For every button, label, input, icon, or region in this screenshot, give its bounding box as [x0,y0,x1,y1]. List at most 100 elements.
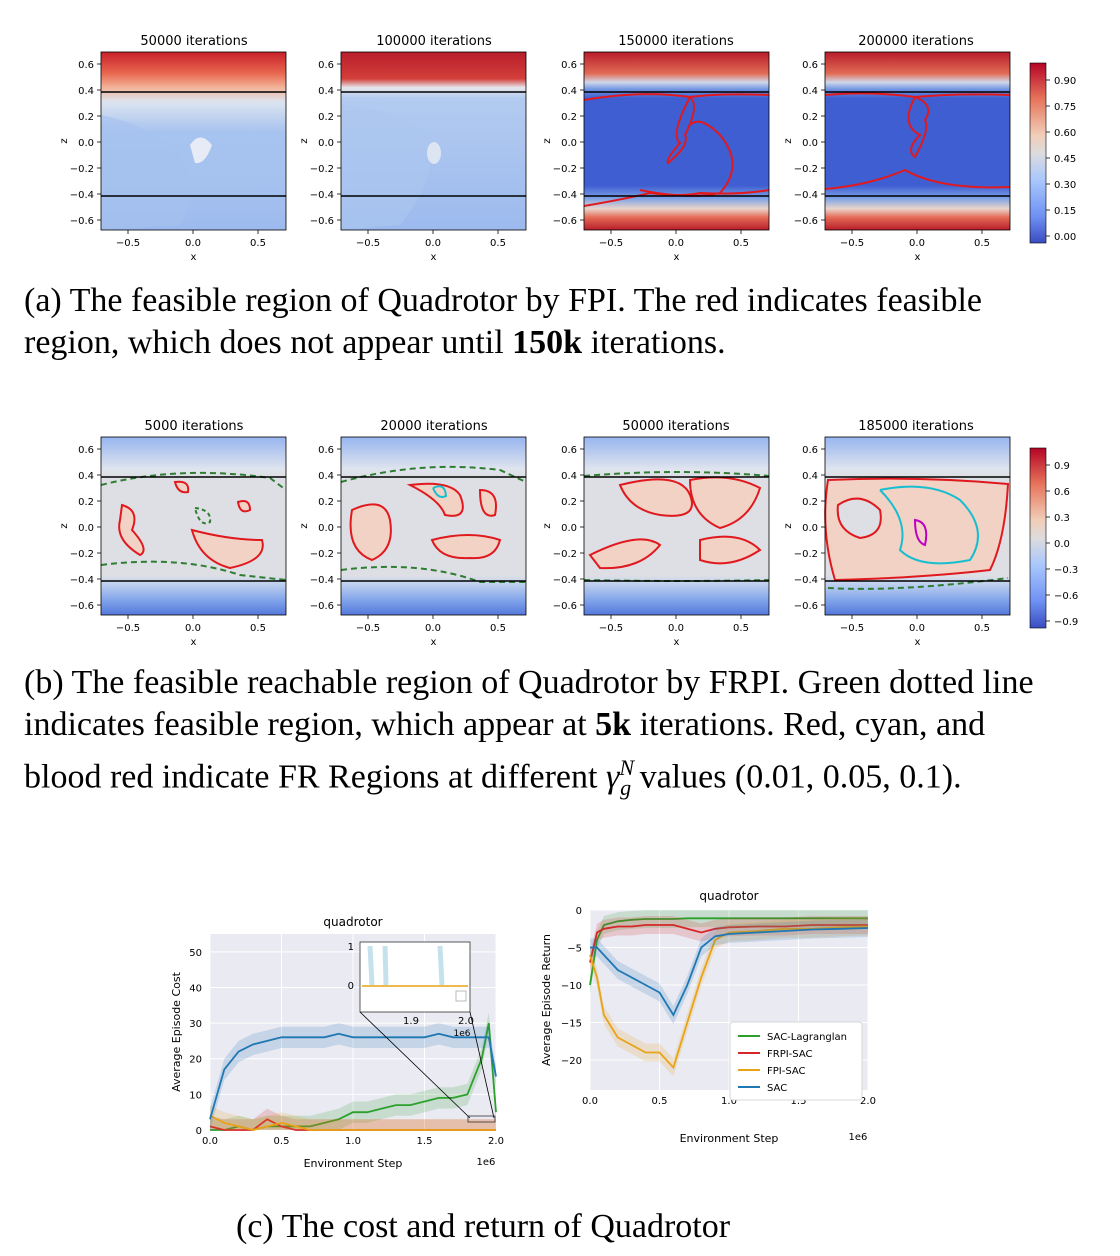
a-p3-ylabel: z [783,138,794,143]
a-p2-ylabel: z [542,138,553,143]
a-p1-ytick-2: 0.2 [318,112,334,123]
a-p0-xtick-0: −0.5 [116,238,140,249]
legend-label-0: SAC-Lagranglan [767,1032,847,1043]
b-p3-ytick-2: 0.2 [802,497,818,508]
return-ytick-2: −10 [561,981,582,992]
a-p2-xlabel: x [674,252,680,263]
b-cbar-tick-2: 0.3 [1054,513,1070,524]
return-band-3 [590,919,868,1024]
panel-b1: 5000 iterations [100,419,287,616]
b-p3-ytick-4: −0.2 [794,549,818,560]
cost-ytick-2: 20 [189,1055,202,1066]
return-line-1 [589,924,868,963]
b-p1-xtick-2: 0.5 [490,623,506,634]
cost-xtick-1: 0.5 [274,1136,290,1147]
a-p0-ytick-0: 0.6 [78,60,94,71]
panel-b2: 20000 iterations [340,419,527,616]
a-p0-ytick-2: 0.2 [78,112,94,123]
a-p3-ytick-1: 0.4 [802,86,818,97]
b-p0-ytick-6: −0.6 [70,601,94,612]
a-p2-ytick-5: −0.4 [553,190,577,201]
b-p0-ylabel: z [59,523,70,528]
caption-a-tail: iterations. [582,324,726,361]
a-p1-ytick-5: −0.4 [310,190,334,201]
cost-inset-xtick-1: 2.0 [458,1016,474,1027]
caption-c-text: (c) The cost and return of Quadrotor [236,1208,731,1245]
b-p1-ytick-5: −0.4 [310,575,334,586]
b-p1-ylabel: z [299,523,310,528]
a-cbar-tick-6: 0.00 [1054,232,1076,243]
caption-b-values: (0.01, 0.05, 0.1). [734,758,962,796]
b-cbar-tick-3: 0.0 [1054,539,1070,550]
a-p3-xtick-2: 0.5 [974,238,990,249]
b-p2-ytick-0: 0.6 [561,445,577,456]
a-p1-ytick-3: 0.0 [318,138,334,149]
caption-b-bold: 5k [595,706,632,743]
a-cbar-tick-0: 0.90 [1054,76,1076,87]
cost-ytick-5: 50 [189,948,202,959]
b-p1-ytick-0: 0.6 [318,445,334,456]
a-p1-ytick-1: 0.4 [318,86,334,97]
a-p0-ytick-5: −0.4 [70,190,94,201]
b-p2-ylabel: z [542,523,553,528]
b-p3-ytick-0: 0.6 [802,445,818,456]
cost-ytick-4: 40 [189,983,202,994]
b-cbar-tick-5: −0.6 [1054,591,1078,602]
cost-inset-ytick-1: 1 [348,942,354,953]
a-p2-ytick-6: −0.6 [553,216,577,227]
cost-chart-x-multiplier: 1e6 [477,1157,496,1168]
panel-a1: 50000 iterations [100,34,287,231]
cost-band-3 [210,1023,496,1130]
b-p1-ytick-3: 0.0 [318,523,334,534]
a-p1-ytick-0: 0.6 [318,60,334,71]
cost-inset-ytick-0: 0 [348,981,354,992]
panel-a4-title: 200000 iterations [858,34,974,49]
return-xtick-3: 1.5 [791,1096,807,1107]
b-p1-xtick-1: 0.0 [425,623,441,634]
return-xtick-1: 0.5 [652,1096,668,1107]
figure-a-heatmaps: 50000 iterations 100000 iterations 15000… [59,34,1076,263]
a-p2-ytick-4: −0.2 [553,164,577,175]
b-p0-ytick-2: 0.2 [78,497,94,508]
cost-chart-ylabel: Average Episode Cost [170,971,183,1092]
b-p1-ytick-2: 0.2 [318,497,334,508]
caption-b: (b) The feasible reachable region of Qua… [24,662,1048,809]
a-p2-ytick-1: 0.4 [561,86,577,97]
return-chart: quadrotor 0.0 0.5 1.0 1.5 2.0 0 −5 −10 −15 −20 Av… [540,890,876,1145]
caption-b-gamma-sup: N [619,755,635,780]
return-chart-xlabel: Environment Step [680,1132,779,1145]
panel-b3: 50000 iterations [583,419,770,616]
return-xtick-0: 0.0 [582,1096,598,1107]
cost-line-2 [209,1114,496,1131]
b-p0-ytick-0: 0.6 [78,445,94,456]
a-p1-ytick-4: −0.2 [310,164,334,175]
caption-b-gamma-sub: g [620,775,632,801]
a-p2-xtick-2: 0.5 [733,238,749,249]
figure-b-heatmaps: 5000 iterations 20000 iterations 50000 i… [59,419,1078,648]
panel-b2-title: 20000 iterations [380,419,487,434]
return-chart-title: quadrotor [699,890,758,903]
colorbar-b: 0.9 0.6 0.3 0.0 −0.3 −0.6 −0.9 [1029,447,1078,629]
b-p3-xtick-1: 0.0 [909,623,925,634]
panel-a2: 100000 iterations [340,34,527,231]
a-p3-ytick-4: −0.2 [794,164,818,175]
b-p1-xlabel: x [431,637,437,648]
b-p2-ytick-5: −0.4 [553,575,577,586]
b-p2-xtick-1: 0.0 [668,623,684,634]
b-p2-xtick-0: −0.5 [599,623,623,634]
return-xtick-2: 1.0 [721,1096,737,1107]
panel-a4: 200000 iterations [824,34,1011,231]
cost-xtick-2: 1.0 [345,1136,361,1147]
b-p3-ytick-3: 0.0 [802,523,818,534]
b-p2-ytick-2: 0.2 [561,497,577,508]
caption-a: (a) The feasible region of Quadrotor by … [24,280,1048,364]
a-p0-xlabel: x [191,252,197,263]
a-p3-ytick-3: 0.0 [802,138,818,149]
b-p1-xtick-0: −0.5 [356,623,380,634]
b-p0-xlabel: x [191,637,197,648]
caption-b-text-1: (b) The feasible reachable region of Qua… [24,664,1034,743]
caption-c: (c) The cost and return of Quadrotor [236,1206,936,1248]
return-legend: SAC-Lagranglan FRPI-SAC FPI-SAC SAC [729,1021,863,1101]
return-line-3 [590,927,869,1017]
